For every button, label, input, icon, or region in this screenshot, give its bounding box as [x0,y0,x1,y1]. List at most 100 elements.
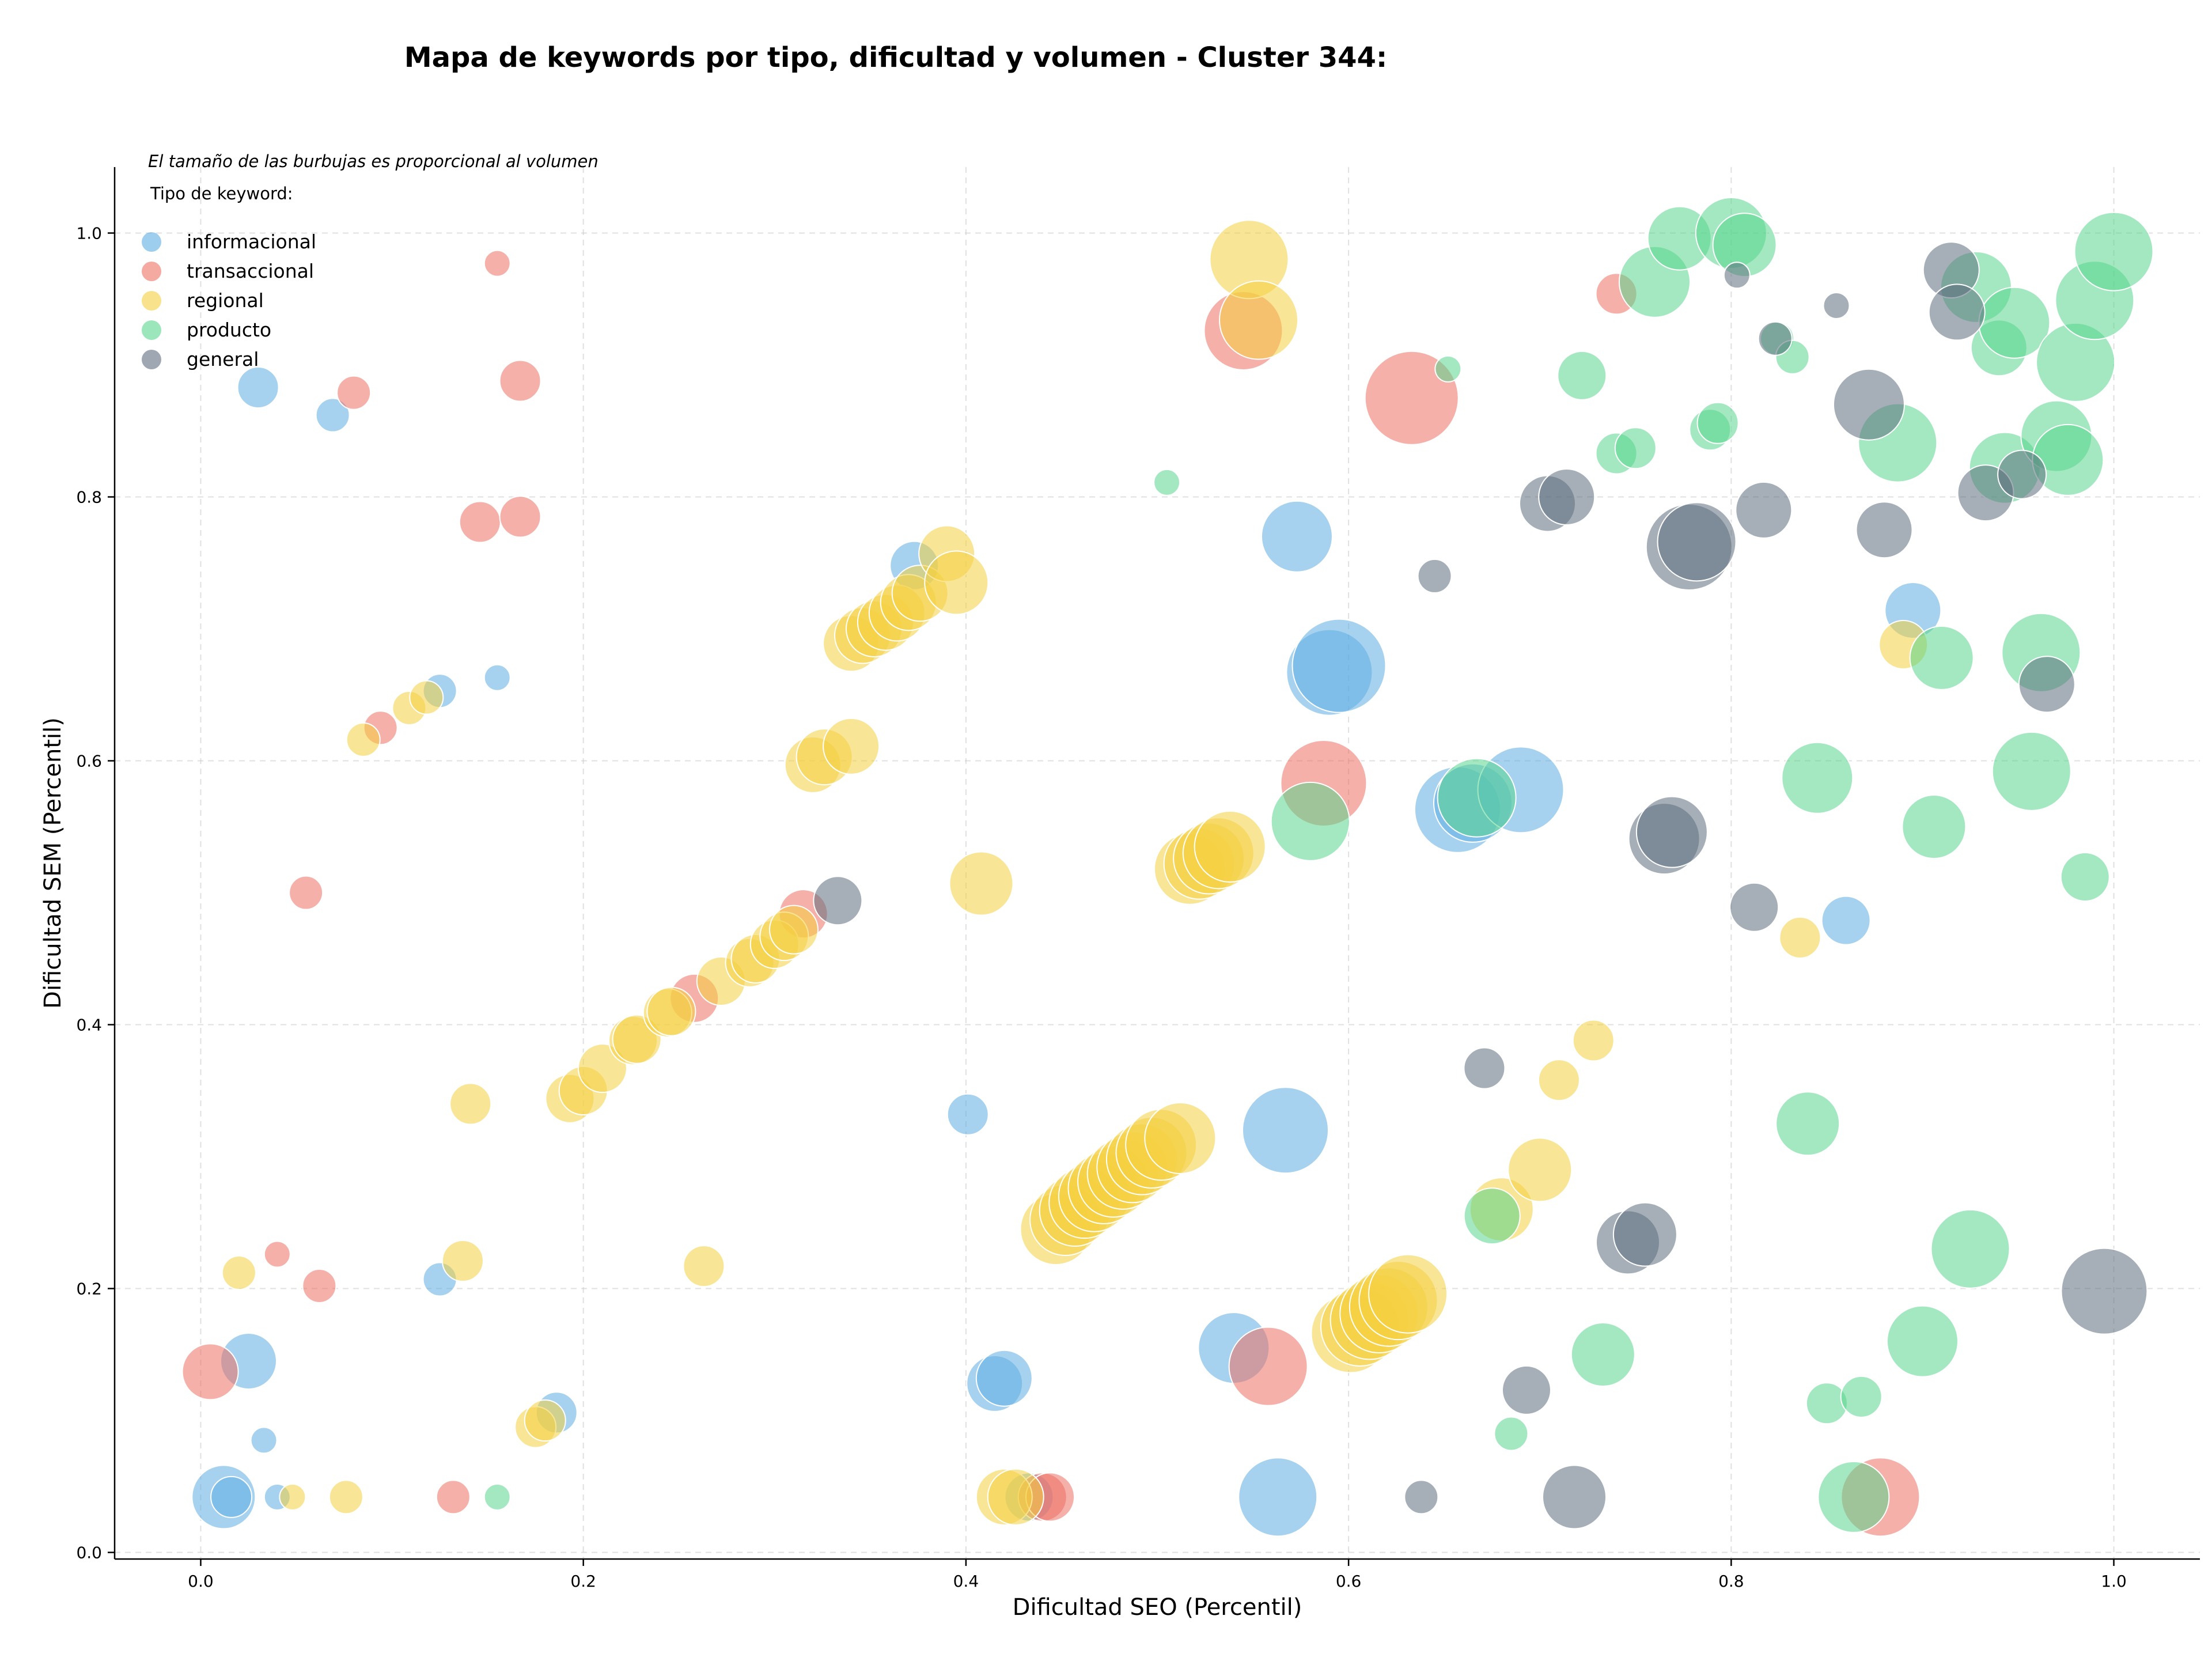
chart-title: Mapa de keywords por tipo, dificultad y … [404,41,1387,74]
bubble-general [1404,1480,1439,1515]
legend-marker-regional [142,291,161,311]
bubble-regional [1194,810,1266,883]
bubble-producto [1781,741,1854,814]
bubble-regional [328,1480,363,1515]
bubble-informacional [1291,618,1387,713]
bubble-informacional [315,398,350,433]
bubble-general [1729,882,1779,932]
bubble-regional [949,851,1014,916]
bubble-regional [924,550,989,615]
bubble-informacional [1238,1457,1318,1537]
bubble-regional [1779,916,1821,959]
bubble-producto [1570,1322,1635,1387]
y-tick-label: 0.0 [76,1543,102,1562]
bubble-producto [1909,625,1974,690]
bubble-informacional [946,1093,989,1136]
bubble-regional [768,905,819,955]
bubble-general [1542,1465,1607,1530]
legend-label-informacional: informacional [187,230,316,253]
legend-marker-general [142,350,161,369]
bubble-general [1997,449,2047,500]
bubble-transaccional [499,360,541,402]
legend-label-general: general [187,348,259,370]
bubble-producto [1434,355,1462,383]
bubble-general [1758,321,1793,356]
bubble-general [1735,481,1793,539]
size-note: El tamaño de las burbujas es proporciona… [148,152,599,171]
legend-label-producto: producto [187,319,271,341]
bubble-informacional [1821,895,1871,945]
bubble-general [1723,262,1751,289]
bubble-regional [987,1468,1044,1526]
x-tick-label: 0.4 [953,1572,979,1591]
bubble-transaccional [459,501,501,543]
legend: informacional transaccional regional produc… [142,230,316,370]
bubble-transaccional [1364,350,1459,445]
bubble-producto [1494,1416,1529,1451]
bubble-producto [1557,350,1607,400]
bubble-transaccional [499,495,541,538]
bubble-producto [1270,781,1350,861]
bubble-transaccional [181,1343,239,1401]
bubble-producto [483,1483,511,1511]
bubble-producto [1817,1461,1890,1533]
bubble-producto [1153,468,1181,496]
bubble-transaccional [1228,1326,1308,1406]
bubble-informacional [975,1349,1033,1407]
x-tick-label: 0.2 [570,1572,596,1591]
bubble-transaccional [302,1268,337,1303]
x-axis-label: Dificultad SEO (Percentil) [1013,1594,1302,1621]
bubble-general [1823,292,1850,319]
bubble-producto [1805,1382,1848,1425]
legend-title: Tipo de keyword: [150,184,293,203]
bubble-general [1612,1202,1677,1267]
x-tick-label: 0.8 [1718,1572,1744,1591]
bubble-regional [346,722,381,757]
x-tick-label: 1.0 [2101,1572,2127,1591]
bubble-regional [1572,1019,1615,1062]
bubble-informacional [1242,1087,1330,1174]
bubble-transaccional [435,1480,471,1515]
bubble-producto [1614,427,1657,470]
legend-label-transaccional: transaccional [187,260,314,282]
bubble-producto [1991,731,2071,811]
bubble-producto [2074,211,2154,292]
bubble-general [1635,796,1708,868]
legend-marker-transaccional [142,262,161,281]
bubble-producto [1437,758,1517,838]
axis-ticks: 0.0 0.2 0.4 0.6 0.8 1.0 0.0 0.2 0.4 0.6 0.8 1.0 [76,224,2126,1591]
bubble-regional [409,680,444,715]
bubble-regional [683,1245,725,1288]
bubble-general [1538,468,1596,526]
bubble-general [1832,368,1905,441]
bubble-transaccional [483,249,511,277]
bubble-regional [221,1255,256,1291]
bubble-producto [1886,1305,1959,1378]
bubble-general [1417,558,1452,593]
y-axis-label: Dificultad SEM (Percentil) [40,717,66,1009]
y-tick-label: 0.8 [76,488,102,507]
bubble-producto [1775,1091,1840,1156]
legend-label-regional: regional [187,289,264,312]
bubble-regional [1508,1137,1573,1202]
bubble-producto [1930,1209,2010,1289]
bubble-producto [2060,852,2110,902]
bubble-regional [646,986,696,1036]
bubble-transaccional [263,1240,291,1268]
legend-marker-producto [142,320,161,340]
bubble-general [1855,501,1913,559]
bubble-general [1463,1047,1506,1089]
bubble-regional [524,1399,566,1442]
bubble-regional [449,1083,492,1125]
bubble-regional [823,717,880,775]
bubble-producto [1696,402,1739,444]
grid [115,167,2200,1559]
bubble-transaccional [289,875,324,910]
legend-marker-informacional [142,232,161,252]
y-tick-label: 0.4 [76,1016,102,1035]
bubble-general [2018,656,2075,713]
y-tick-label: 0.2 [76,1280,102,1299]
bubble-general [2061,1247,2148,1335]
bubble-regional [441,1239,484,1282]
